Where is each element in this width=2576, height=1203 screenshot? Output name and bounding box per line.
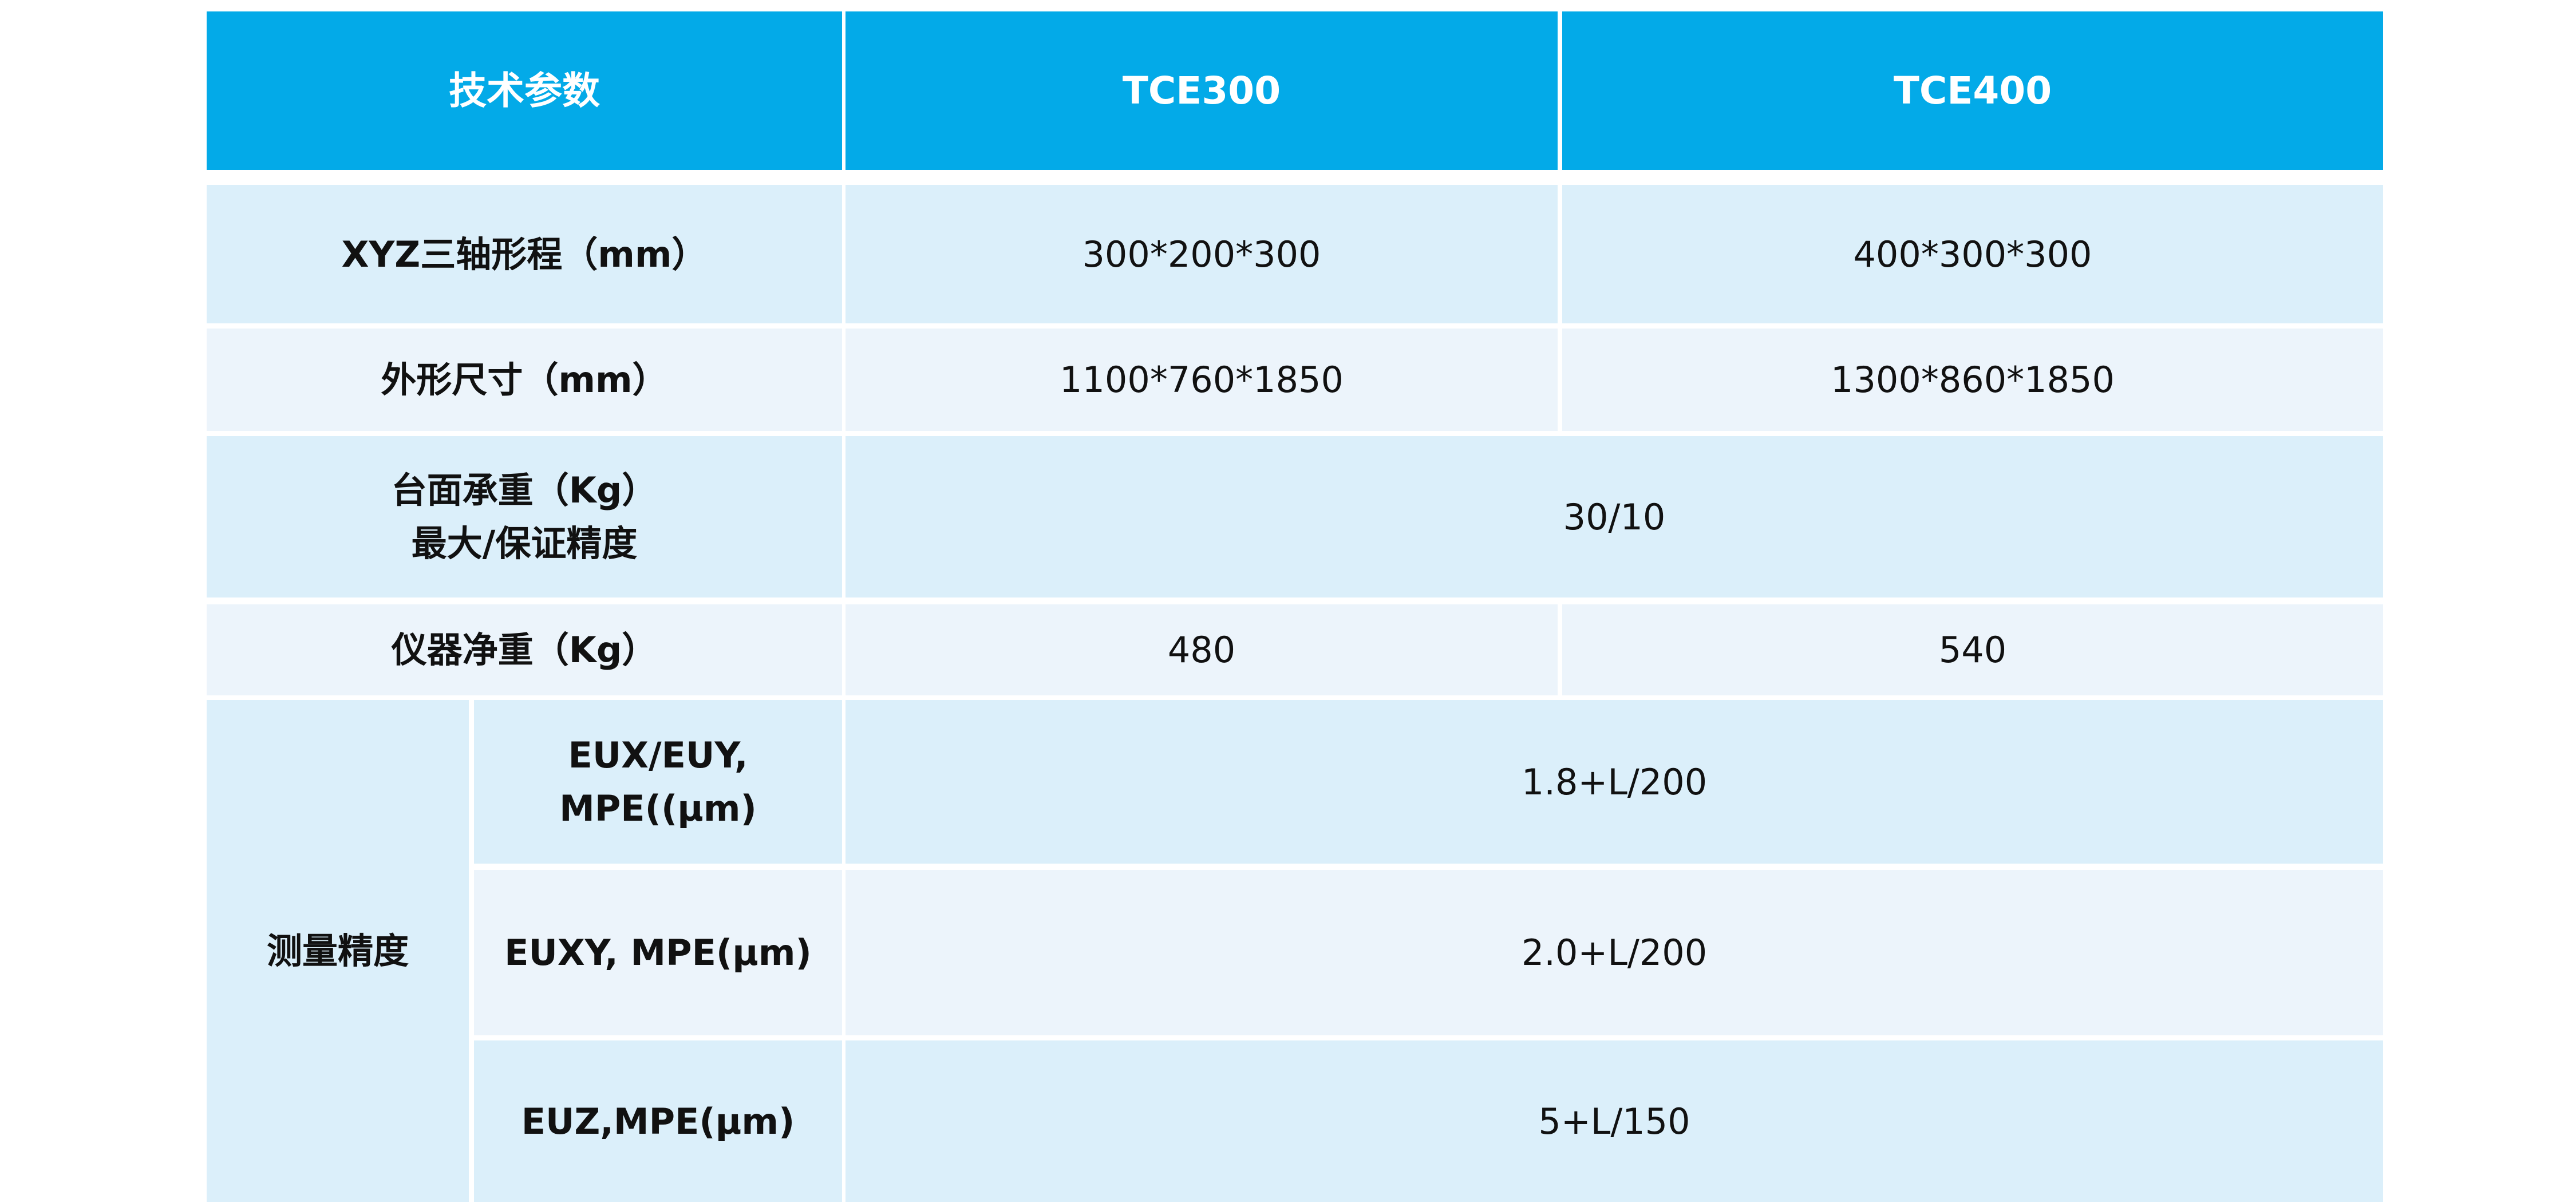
cell: 30/10 [846, 436, 2383, 597]
label-line: 台面承重（Kg） [391, 469, 658, 511]
cell: 1.8+L/200 [846, 700, 2383, 864]
group-label: 测量精度 [207, 700, 469, 1202]
header-cell: 技术参数 [207, 11, 842, 170]
sub-label: EUX/EUY, MPE((μm) [474, 700, 842, 864]
row-label: 台面承重（Kg） 最大/保证精度 [207, 436, 842, 597]
label-line: MPE((μm) [559, 788, 757, 829]
label-line: 最大/保证精度 [411, 523, 638, 564]
cell: 1300*860*1850 [1562, 329, 2383, 431]
cell: 300*200*300 [846, 185, 1558, 323]
cell: 1100*760*1850 [846, 329, 1558, 431]
label-line: EUX/EUY, [568, 734, 748, 776]
row-label: 仪器净重（Kg） [207, 604, 842, 695]
row-label: XYZ三轴形程（mm） [207, 185, 842, 323]
cell: 400*300*300 [1562, 185, 2383, 323]
cell: 540 [1562, 604, 2383, 695]
header-cell: TCE400 [1562, 11, 2383, 170]
cell: 5+L/150 [846, 1040, 2383, 1202]
sub-label: EUZ,MPE(μm) [474, 1040, 842, 1202]
row-label: 外形尺寸（mm） [207, 329, 842, 431]
sub-label: EUXY, MPE(μm) [474, 870, 842, 1035]
header-cell: TCE300 [846, 11, 1558, 170]
cell: 480 [846, 604, 1558, 695]
cell: 2.0+L/200 [846, 870, 2383, 1035]
